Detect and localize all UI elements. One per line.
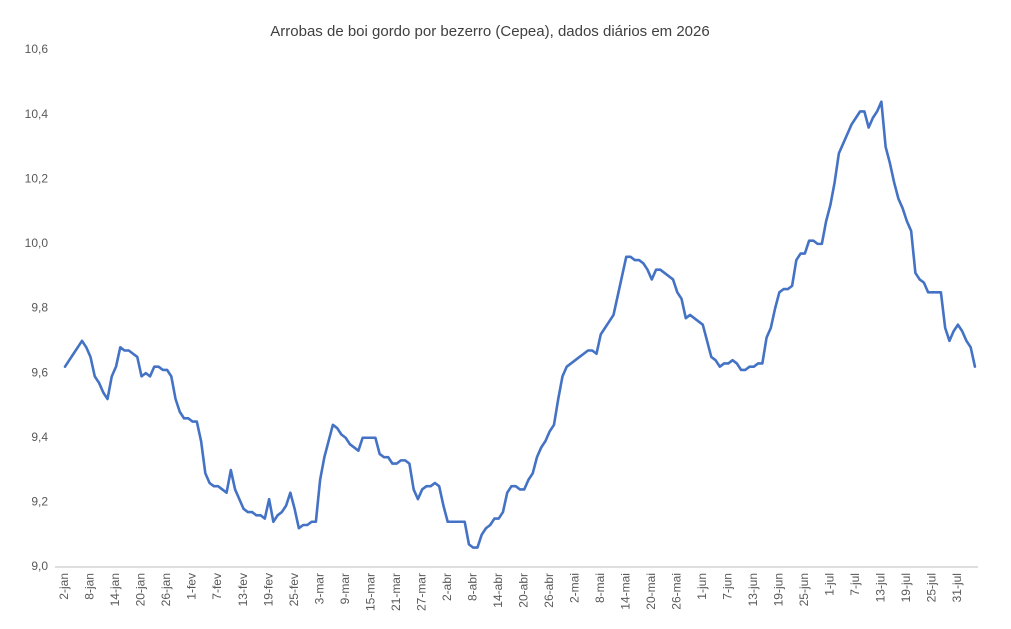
y-tick-label: 10,0 [25,236,49,250]
x-tick-label: 26-abr [542,573,556,608]
chart-title: Arrobas de boi gordo por bezerro (Cepea)… [270,23,709,40]
x-tick-label: 8-mai [593,573,607,603]
x-tick-label: 20-abr [516,573,530,608]
x-tick-label: 25-jun [797,573,811,606]
x-tick-label: 7-fev [210,573,224,600]
x-tick-label: 1-jul [823,573,837,596]
x-tick-label: 19-fev [261,573,275,606]
x-tick-label: 8-abr [465,573,479,601]
x-tick-label: 13-fev [236,573,250,606]
x-tick-label: 14-jan [108,573,122,606]
x-tick-label: 2-jan [57,573,71,600]
x-tick-label: 2-mai [567,573,581,603]
x-tick-label: 21-mar [389,573,403,611]
x-tick-label: 13-jul [874,573,888,602]
y-tick-label: 10,2 [25,171,49,185]
x-tick-label: 9-mar [338,573,352,604]
x-tick-label: 27-mar [414,573,428,611]
y-tick-label: 9,0 [31,559,48,573]
y-tick-label: 9,8 [31,301,48,315]
x-tick-label: 13-jun [746,573,760,606]
x-tick-label: 14-mai [618,573,632,610]
y-tick-label: 10,6 [25,42,49,56]
x-tick-label: 31-jul [950,573,964,602]
x-tick-label: 15-mar [363,573,377,611]
x-tick-label: 7-jul [848,573,862,596]
x-tick-label: 20-mai [644,573,658,610]
x-tick-label: 3-mar [312,573,326,604]
x-tick-label: 2-abr [440,573,454,601]
x-tick-label: 19-jul [899,573,913,602]
x-tick-label: 14-abr [491,573,505,608]
x-tick-label: 19-jun [772,573,786,606]
y-tick-label: 10,4 [25,107,49,121]
y-tick-label: 9,6 [31,365,48,379]
y-tick-label: 9,4 [31,430,48,444]
x-tick-label: 8-jan [83,573,97,600]
x-tick-label: 26-jan [159,573,173,606]
x-tick-label: 1-fev [185,573,199,600]
x-tick-label: 1-jun [695,573,709,600]
x-tick-label: 26-mai [669,573,683,610]
y-tick-label: 9,2 [31,495,48,509]
x-tick-label: 7-jun [720,573,734,600]
x-tick-label: 25-jul [925,573,939,602]
x-tick-label: 20-jan [134,573,148,606]
data-line [63,100,977,549]
x-tick-label: 25-fev [287,573,301,606]
